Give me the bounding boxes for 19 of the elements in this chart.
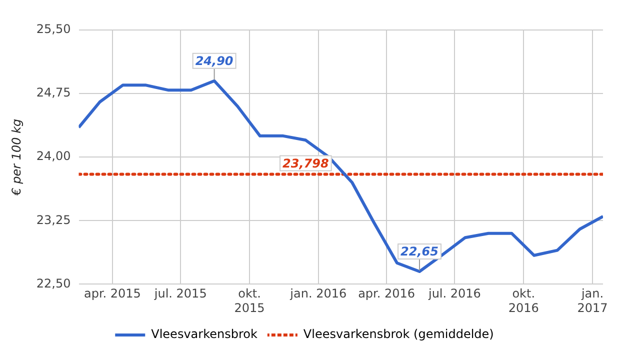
y-tick-label: 24,00 [36,149,71,164]
x-tick-label: jul. 2016 [427,286,481,301]
x-tick-label: okt. 2015 [234,286,265,315]
annotation: 23,798 [282,156,329,170]
x-tick-label: jul. 2015 [153,286,207,301]
y-tick-label: 23,25 [36,212,71,227]
data-label: 24,90 [195,54,234,68]
legend-label: Vleesvarkensbrok (gemiddelde) [303,327,494,342]
data-label: 22,65 [400,244,438,259]
y-axis-title: € per 100 kg [9,118,24,196]
y-tick-label: 24,75 [36,86,71,100]
x-tick-label: apr. 2015 [84,286,141,301]
y-tick-label: 22,50 [36,276,71,290]
x-tick-label: jan. 2017 [577,286,608,315]
x-tick-label: okt. 2016 [508,286,539,315]
legend-label: Vleesvarkensbrok [151,327,258,342]
y-tick-label: 25,50 [36,22,71,36]
x-tick-label: jan. 2016 [289,286,347,301]
x-tick-label: apr. 2016 [358,286,416,301]
